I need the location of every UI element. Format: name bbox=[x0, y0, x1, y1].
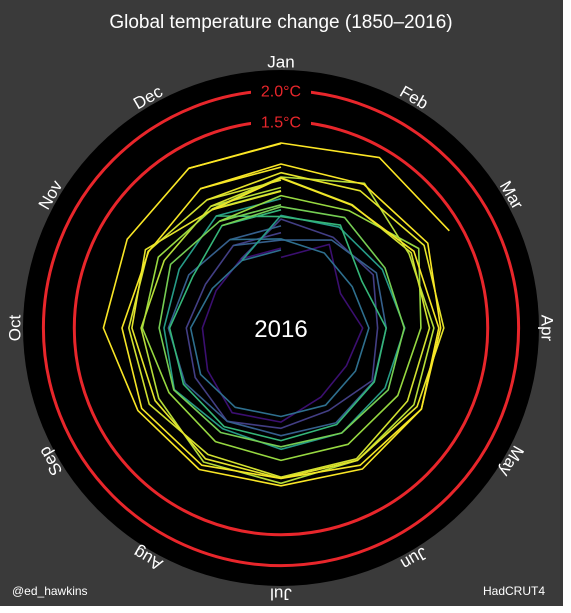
series-line-2010 bbox=[131, 171, 445, 480]
month-label-jul: Jul bbox=[270, 585, 292, 604]
climate-spiral-chart: Global temperature change (1850–2016) 2.… bbox=[6, 12, 557, 604]
month-label-oct: Oct bbox=[6, 315, 25, 342]
series-line-1880 bbox=[185, 218, 379, 430]
series-line-2016 bbox=[188, 142, 450, 232]
current-year-label: 2016 bbox=[254, 316, 307, 343]
chart-frame: Global temperature change (1850–2016) 2.… bbox=[0, 0, 563, 606]
series-line-2015 bbox=[102, 142, 442, 487]
month-label-apr: Apr bbox=[538, 315, 557, 342]
series-line-1850 bbox=[201, 243, 364, 423]
month-label-jan: Jan bbox=[267, 53, 294, 72]
author-credit: @ed_hawkins bbox=[12, 584, 88, 598]
data-source-label: HadCRUT4 bbox=[482, 584, 545, 598]
series-line-1910 bbox=[189, 238, 370, 418]
center-hole bbox=[229, 276, 333, 380]
reference-ring-label-0: 2.0°C bbox=[261, 83, 301, 100]
series-line-1900 bbox=[167, 225, 388, 437]
spiral-lines bbox=[102, 142, 450, 487]
reference-ring-label-1: 1.5°C bbox=[261, 114, 301, 131]
series-line-1980 bbox=[158, 204, 406, 448]
reference-ring-label-bg-1 bbox=[251, 112, 311, 131]
series-line-2014 bbox=[121, 166, 440, 480]
reference-ring-label-bg-0 bbox=[251, 81, 311, 100]
reference-rings: 2.0°C 1.5°C bbox=[41, 81, 521, 568]
chart-title: Global temperature change (1850–2016) bbox=[109, 12, 452, 33]
series-line-1940 bbox=[163, 197, 406, 451]
series-line-1960 bbox=[168, 209, 388, 442]
series-line-1990 bbox=[141, 189, 422, 462]
